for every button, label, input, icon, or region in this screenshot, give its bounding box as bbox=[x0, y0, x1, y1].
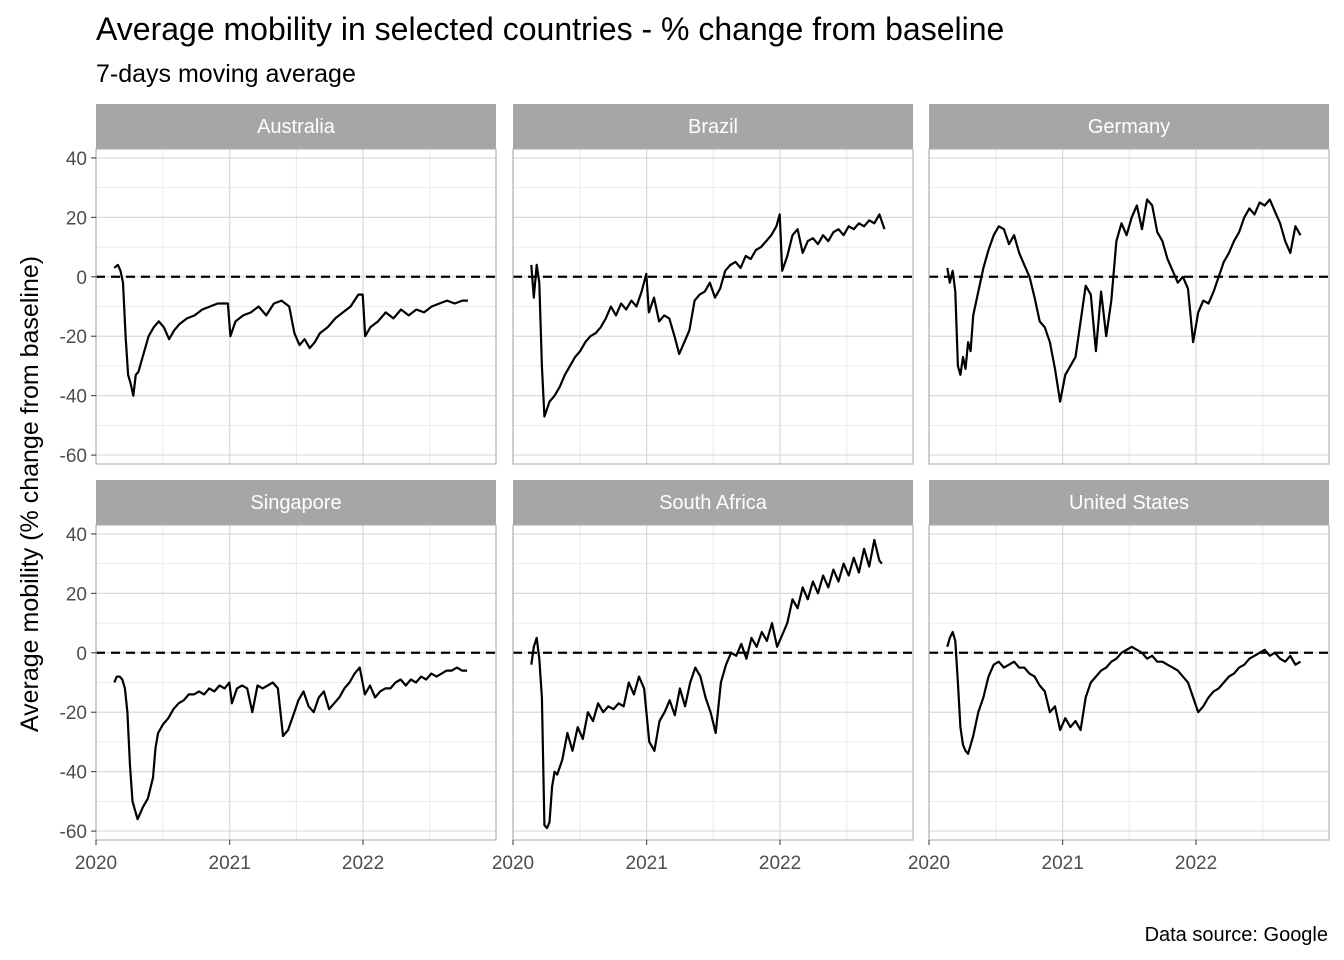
x-tick-label: 2021 bbox=[626, 853, 668, 874]
data-source-caption: Data source: Google bbox=[1145, 924, 1328, 946]
y-axis-label: Average mobility (% change from baseline… bbox=[16, 256, 44, 732]
y-tick-label: 40 bbox=[66, 525, 87, 546]
facet-strip-label: Germany bbox=[1088, 116, 1170, 138]
x-tick-label: 2022 bbox=[759, 853, 801, 874]
x-tick-label: 2020 bbox=[908, 853, 950, 874]
facet-panel-australia: Australia 40 20 0 -20 -40 -60 bbox=[60, 104, 497, 467]
series-line bbox=[946, 198, 1302, 403]
panel-border bbox=[512, 524, 914, 841]
facet-panel-united-states: United States 2020 2021 2022 bbox=[908, 480, 1330, 874]
y-tick-label: 0 bbox=[76, 268, 87, 289]
y-tick-label: -60 bbox=[60, 446, 87, 467]
x-tick-label: 2021 bbox=[209, 853, 251, 874]
y-tick-label: -20 bbox=[60, 703, 87, 724]
facet-strip bbox=[513, 104, 913, 149]
facet-strip bbox=[929, 104, 1329, 149]
y-tick-label: -40 bbox=[60, 763, 87, 784]
series-line bbox=[113, 666, 468, 821]
series-line bbox=[530, 213, 886, 418]
chart-subtitle: 7-days moving average bbox=[96, 60, 356, 88]
facet-panel-south-africa: South Africa 2020 2021 2022 bbox=[492, 480, 914, 874]
y-tick-label: 20 bbox=[66, 208, 87, 229]
facet-panel-singapore: Singapore 40 20 0 -20 -40 -60 2020 2021 2022 bbox=[60, 480, 497, 874]
y-tick-label: 0 bbox=[76, 644, 87, 665]
facet-strip bbox=[96, 104, 496, 149]
series-line bbox=[946, 630, 1302, 755]
x-tick-label: 2020 bbox=[75, 853, 117, 874]
facet-panels: Australia 40 20 0 -20 -40 -60 Brazil Germany Sing… bbox=[60, 104, 1330, 874]
facet-strip-label: United States bbox=[1069, 492, 1189, 514]
y-tick-label: -60 bbox=[60, 822, 87, 843]
y-tick-label: 40 bbox=[66, 149, 87, 170]
y-tick-label: 20 bbox=[66, 584, 87, 605]
panel-border bbox=[95, 148, 497, 465]
facet-strip-label: Brazil bbox=[688, 116, 738, 138]
facet-strip-label: Singapore bbox=[250, 492, 341, 514]
x-tick-label: 2020 bbox=[492, 853, 534, 874]
x-tick-label: 2021 bbox=[1042, 853, 1084, 874]
panel-border bbox=[95, 524, 497, 841]
facet-strip bbox=[513, 480, 913, 525]
x-tick-label: 2022 bbox=[1175, 853, 1217, 874]
facet-strip-label: South Africa bbox=[659, 492, 768, 514]
facet-panel-brazil: Brazil bbox=[512, 104, 914, 465]
panel-border bbox=[928, 524, 1330, 841]
series-line bbox=[113, 263, 468, 397]
facet-panel-germany: Germany bbox=[928, 104, 1330, 465]
facet-strip-label: Australia bbox=[257, 116, 336, 138]
x-tick-label: 2022 bbox=[342, 853, 384, 874]
panel-border bbox=[512, 148, 914, 465]
facet-strip bbox=[96, 480, 496, 525]
chart-title: Average mobility in selected countries -… bbox=[96, 11, 1004, 47]
panel-border bbox=[928, 148, 1330, 465]
series-line bbox=[530, 538, 883, 830]
y-tick-label: -40 bbox=[60, 387, 87, 408]
y-tick-label: -20 bbox=[60, 327, 87, 348]
facet-strip bbox=[929, 480, 1329, 525]
